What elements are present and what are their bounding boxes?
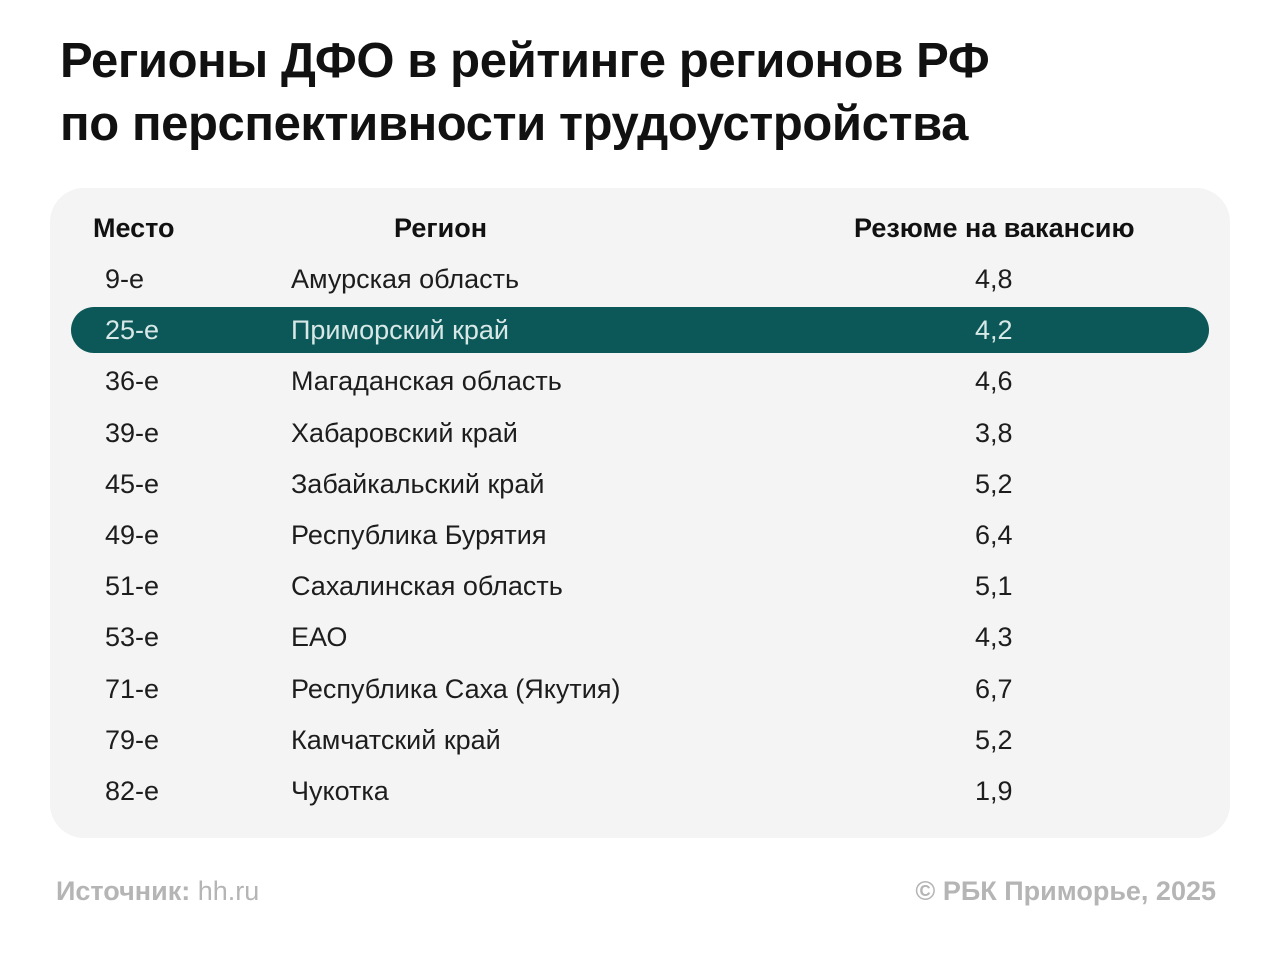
table-row: 53-е ЕАО 4,3 [71,614,1209,660]
region-cell: ЕАО [291,622,348,653]
value-cell: 4,3 [975,622,1013,653]
rank-cell: 79-е [105,724,160,755]
title-line-2: по перспективности трудоустройства [60,97,968,151]
source-value: hh.ru [197,876,260,906]
column-header-region: Регион [394,213,487,243]
rank-cell: 25-е [105,315,160,346]
table-row: 39-е Хабаровский край 3,8 [71,410,1209,456]
region-cell: Чукотка [291,776,389,806]
value-cell: 4,8 [975,264,1013,294]
region-cell: Амурская область [291,264,520,294]
copyright: © РБК Приморье, 2025 [915,876,1216,906]
value-cell: 4,6 [975,366,1013,397]
table-row: 45-е Забайкальский край 5,2 [71,461,1209,507]
value-cell: 6,4 [975,520,1013,550]
value-cell: 5,1 [975,571,1013,602]
table-row: 71-е Республика Саха (Якутия) 6,7 [71,666,1209,712]
table-row: 51-е Сахалинская область 5,1 [71,563,1209,609]
table-row: 82-е Чукотка 1,9 [71,768,1209,814]
table-card [50,188,1230,838]
page-title: Регионы ДФО в рейтинге регионов РФ по пе… [60,30,1220,156]
rank-cell: 82-е [105,776,160,806]
column-header-resumes-per-vacancy: Резюме на вакансию [854,213,1135,243]
rank-cell: 36-е [105,366,160,397]
rank-cell: 49-е [105,520,160,550]
value-cell: 5,2 [975,724,1013,755]
title-line-1: Регионы ДФО в рейтинге регионов РФ [60,34,990,88]
table-row: 36-е Магаданская область 4,6 [71,358,1209,404]
rank-cell: 39-е [105,417,160,448]
rank-cell: 9-е [105,264,145,294]
region-cell: Магаданская область [291,366,562,397]
column-header-rank: Место [93,213,175,243]
value-cell: 4,2 [975,315,1013,346]
value-cell: 5,2 [975,468,1013,499]
rank-cell: 71-е [105,673,160,704]
region-cell: Забайкальский край [291,468,545,499]
source-note: Источник: hh.ru [56,872,259,910]
rank-cell: 51-е [105,571,160,602]
table-row: 79-е Камчатский край 5,2 [71,717,1209,763]
region-cell: Республика Бурятия [291,520,547,550]
table-row: 9-е Амурская область 4,8 [71,256,1209,302]
value-cell: 6,7 [975,673,1013,704]
rank-cell: 53-е [105,622,160,653]
source-label: Источник: [56,876,191,906]
region-cell: Приморский край [291,315,510,346]
value-cell: 1,9 [975,776,1013,806]
value-cell: 3,8 [975,417,1013,448]
rank-cell: 45-е [105,468,160,499]
region-cell: Камчатский край [291,724,501,755]
table-row-highlighted: 25-е Приморский край 4,2 [71,307,1209,354]
table-row: 49-е Республика Бурятия 6,4 [71,512,1209,558]
region-cell: Сахалинская область [291,571,563,602]
region-cell: Хабаровский край [291,417,518,448]
region-cell: Республика Саха (Якутия) [291,673,621,704]
